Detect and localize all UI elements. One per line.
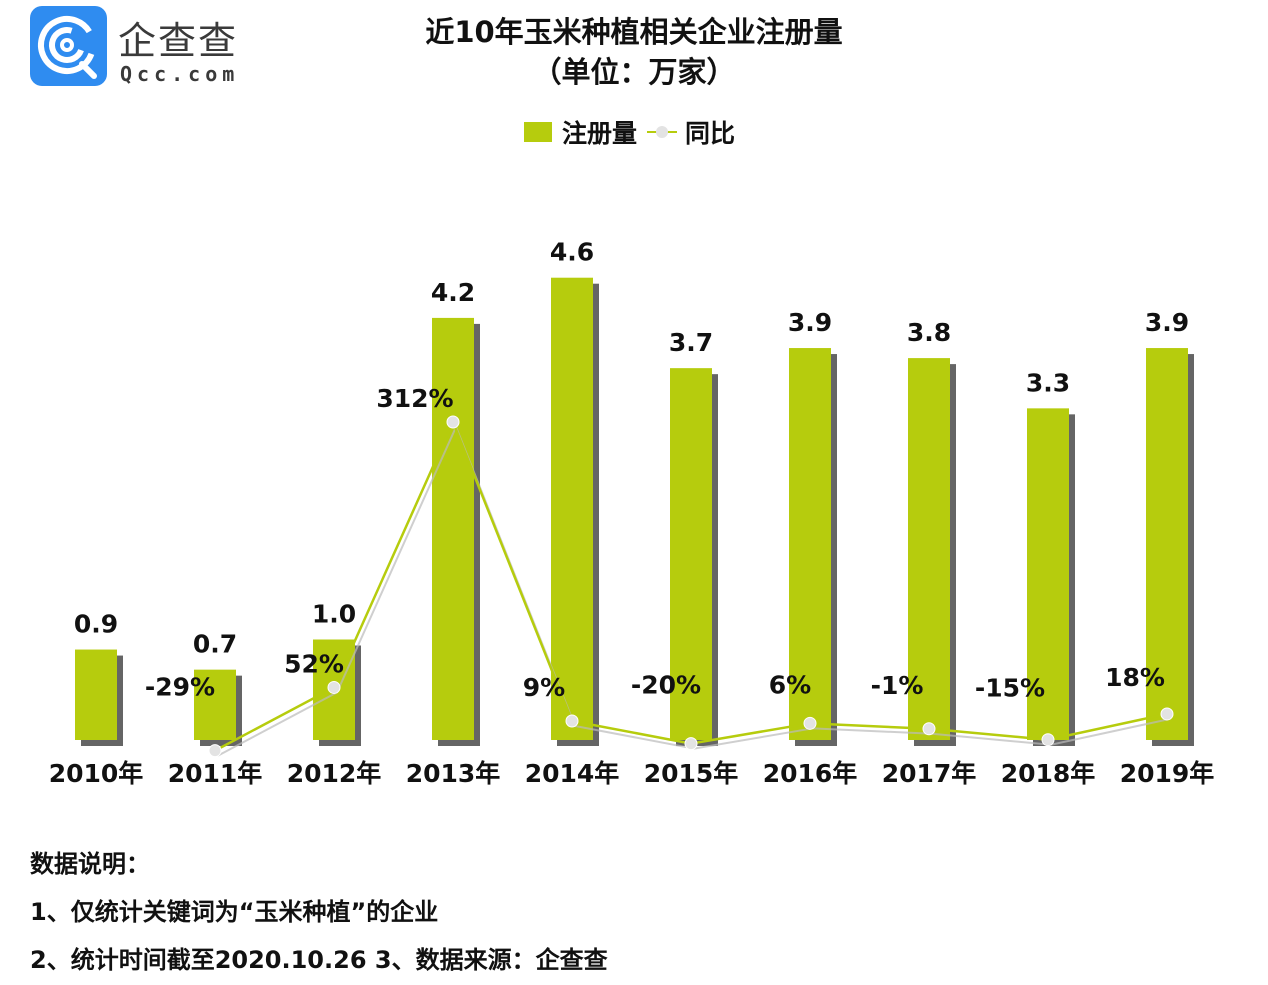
bar-rect <box>789 348 831 740</box>
logo-chinese-name: 企查查 <box>118 19 239 63</box>
yoy-point-2019年: 18% <box>1105 663 1174 721</box>
bar-2015年: 3.7 <box>669 328 718 746</box>
notes-line-2: 2、统计时间截至2020.10.26 3、数据来源：企查查 <box>30 946 608 974</box>
yoy-marker-icon <box>684 737 698 751</box>
yoy-point-2017年: -1% <box>871 671 936 736</box>
logo-domain: Qcc.com <box>120 62 240 86</box>
bar-value-label: 0.9 <box>74 610 118 639</box>
bar-2016年: 3.9 <box>788 308 837 746</box>
bar-rect <box>908 358 950 740</box>
bar-rect <box>670 368 712 740</box>
legend-bar-label: 注册量 <box>562 119 638 148</box>
yoy-point-2018年: -15% <box>975 674 1055 747</box>
yoy-value-label: -1% <box>871 671 924 700</box>
chart-title-unit: （单位：万家） <box>532 55 736 89</box>
bar-value-label: 3.9 <box>1145 308 1189 337</box>
yoy-marker-icon <box>803 716 817 730</box>
bar-value-label: 4.2 <box>431 278 475 307</box>
bar-rect <box>551 277 593 740</box>
bar-2014年: 4.6 <box>550 238 599 746</box>
legend-line-label: 同比 <box>685 119 736 148</box>
x-axis-label: 2013年 <box>406 759 501 788</box>
yoy-marker-icon <box>208 744 222 758</box>
bar-value-label: 0.7 <box>193 630 237 659</box>
chart-legend: 注册量 同比 <box>524 114 735 150</box>
line-legend-marker-icon <box>647 122 678 142</box>
bar-2011年: 0.7 <box>193 630 242 746</box>
yoy-point-2015年: -20% <box>631 671 701 751</box>
qcc-logo-icon <box>30 6 107 86</box>
x-axis-label: 2016年 <box>763 759 858 788</box>
bar-value-label: 1.0 <box>312 600 356 629</box>
x-axis-label: 2011年 <box>168 759 263 788</box>
bar-2017年: 3.8 <box>907 318 956 746</box>
notes-line-1: 1、仅统计关键词为“玉米种植”的企业 <box>30 898 439 926</box>
yoy-value-label: 6% <box>769 670 811 699</box>
yoy-point-2013年: 312% <box>376 384 460 429</box>
qcc-logo: 企查查 Qcc.com <box>30 6 260 88</box>
bar-rect <box>432 317 474 740</box>
yoy-value-label: -29% <box>145 673 215 702</box>
yoy-point-2012年: 52% <box>284 649 344 694</box>
bar-value-label: 3.3 <box>1026 368 1070 397</box>
yoy-value-label: 9% <box>523 673 565 702</box>
x-axis-label: 2014年 <box>525 759 620 788</box>
yoy-value-label: -15% <box>975 674 1045 703</box>
yoy-marker-icon <box>1160 707 1174 721</box>
x-axis-label: 2018年 <box>1001 759 1096 788</box>
bar-value-label: 3.9 <box>788 308 832 337</box>
chart-plot-area: 0.9 0.7 1.0 4.2 4.6 3.7 3.9 3.8 3.3 3.9 -29% 52% 312… <box>49 238 1215 788</box>
x-axis-label: 2010年 <box>49 759 144 788</box>
x-axis-label: 2015年 <box>644 759 739 788</box>
yoy-point-2016年: 6% <box>769 670 817 730</box>
notes-heading: 数据说明： <box>30 850 150 878</box>
x-axis-label: 2012年 <box>287 759 382 788</box>
bar-rect <box>1027 408 1069 740</box>
yoy-point-2014年: 9% <box>523 673 579 728</box>
yoy-value-label: 18% <box>1105 663 1165 692</box>
x-axis-label: 2017年 <box>882 759 977 788</box>
yoy-point-2011年: -29% <box>145 673 222 758</box>
yoy-marker-icon <box>446 415 460 429</box>
bar-2013年: 4.2 <box>431 278 480 746</box>
yoy-marker-icon <box>565 714 579 728</box>
bar-value-label: 3.8 <box>907 318 951 347</box>
bar-rect <box>1146 348 1188 740</box>
bar-2019年: 3.9 <box>1145 308 1194 746</box>
bar-value-label: 4.6 <box>550 238 594 267</box>
bar-value-label: 3.7 <box>669 328 713 357</box>
chart-title-main: 近10年玉米种植相关企业注册量 <box>425 15 843 49</box>
chart-title: 近10年玉米种植相关企业注册量 （单位：万家） <box>0 12 1268 92</box>
bar-2010年: 0.9 <box>74 610 123 746</box>
bar-rect <box>75 649 117 740</box>
yoy-marker-icon <box>922 722 936 736</box>
yoy-value-label: 312% <box>376 384 453 413</box>
x-axis-label: 2019年 <box>1120 759 1215 788</box>
yoy-marker-icon <box>327 680 341 694</box>
yoy-value-label: 52% <box>284 649 344 678</box>
yoy-value-label: -20% <box>631 671 701 700</box>
yoy-marker-icon <box>1041 733 1055 747</box>
bar-rect <box>194 669 236 740</box>
bar-2018年: 3.3 <box>1026 368 1075 746</box>
bar-legend-swatch-icon <box>524 122 552 142</box>
data-notes: 数据说明： 1、仅统计关键词为“玉米种植”的企业 2、统计时间截至2020.10… <box>30 840 608 984</box>
